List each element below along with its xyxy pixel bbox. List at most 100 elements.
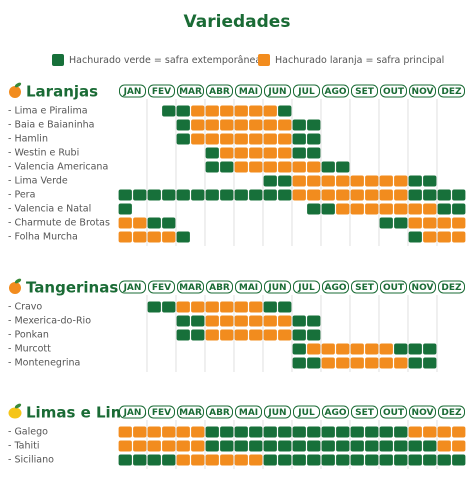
- season-cell: [350, 440, 364, 452]
- season-cell: [379, 175, 393, 187]
- season-cell: [307, 343, 321, 355]
- month-pill: [438, 405, 465, 419]
- lemon-icon: [8, 407, 22, 419]
- season-cell: [133, 189, 147, 201]
- month-label: OUT: [383, 87, 405, 97]
- season-cell: [205, 315, 219, 327]
- season-cell: [350, 343, 364, 355]
- season-cell: [365, 357, 379, 369]
- month-pill: [148, 280, 175, 294]
- season-cell: [205, 119, 219, 131]
- season-cell: [452, 440, 466, 452]
- season-cell: [278, 189, 292, 201]
- month-pill: [119, 405, 146, 419]
- season-cell: [249, 454, 263, 466]
- season-cell: [321, 440, 335, 452]
- season-cell: [278, 315, 292, 327]
- month-label: OUT: [383, 408, 405, 418]
- season-cell: [336, 203, 350, 215]
- month-pill: [293, 405, 320, 419]
- month-label: MAR: [179, 283, 202, 293]
- month-pill: [380, 280, 407, 294]
- season-cell: [350, 357, 364, 369]
- season-cell: [249, 301, 263, 313]
- row-label: - Valencia Americana: [8, 162, 108, 173]
- season-cell: [176, 105, 190, 117]
- season-cell: [191, 315, 205, 327]
- season-cell: [278, 426, 292, 438]
- month-pill: [438, 84, 465, 98]
- season-cell: [118, 189, 132, 201]
- season-cell: [205, 426, 219, 438]
- season-cell: [205, 189, 219, 201]
- season-cell: [220, 133, 234, 145]
- season-cell: [133, 440, 147, 452]
- month-pill: [351, 84, 378, 98]
- season-cell: [234, 440, 248, 452]
- season-cell: [220, 426, 234, 438]
- month-pill: [177, 84, 204, 98]
- row-label: - Murcott: [8, 344, 51, 355]
- season-cell: [249, 426, 263, 438]
- season-cell: [379, 454, 393, 466]
- season-cell: [249, 440, 263, 452]
- season-cell: [162, 426, 176, 438]
- season-cell: [118, 217, 132, 229]
- season-cell: [408, 189, 422, 201]
- month-label: JUL: [297, 408, 315, 418]
- season-cell: [133, 426, 147, 438]
- season-cell: [321, 426, 335, 438]
- season-cell: [263, 315, 277, 327]
- month-label: DEZ: [441, 408, 462, 418]
- row-label: - Westin e Rubi: [8, 148, 79, 159]
- month-pill: [206, 280, 233, 294]
- season-cell: [176, 133, 190, 145]
- season-cell: [147, 440, 161, 452]
- season-cell: [408, 203, 422, 215]
- season-cell: [292, 440, 306, 452]
- season-cell: [162, 440, 176, 452]
- season-cell: [307, 315, 321, 327]
- row-label: - Mexerica-do-Rio: [8, 316, 91, 327]
- season-cell: [176, 189, 190, 201]
- season-cell: [147, 454, 161, 466]
- season-cell: [437, 231, 451, 243]
- month-label: JUN: [267, 87, 286, 97]
- month-label: JUL: [297, 283, 315, 293]
- season-cell: [191, 133, 205, 145]
- season-cell: [452, 231, 466, 243]
- season-cell: [249, 329, 263, 341]
- season-cell: [365, 426, 379, 438]
- month-pill: [119, 84, 146, 98]
- season-cell: [249, 189, 263, 201]
- month-pill: [322, 405, 349, 419]
- month-label: JAN: [123, 408, 142, 418]
- season-cell: [147, 189, 161, 201]
- season-cell: [394, 189, 408, 201]
- month-label: MAI: [239, 408, 258, 418]
- season-cell: [205, 301, 219, 313]
- season-cell: [249, 147, 263, 159]
- season-cell: [205, 105, 219, 117]
- season-cell: [423, 426, 437, 438]
- season-cell: [191, 301, 205, 313]
- season-cell: [147, 426, 161, 438]
- season-cell: [423, 217, 437, 229]
- month-label: AGO: [324, 283, 346, 293]
- season-cell: [394, 175, 408, 187]
- season-cell: [336, 426, 350, 438]
- month-label: JAN: [123, 283, 142, 293]
- season-cell: [452, 454, 466, 466]
- month-label: FEV: [152, 408, 171, 418]
- season-cell: [336, 357, 350, 369]
- month-pill: [293, 280, 320, 294]
- title: Variedades: [184, 12, 291, 32]
- row-label: - Tahiti: [8, 441, 40, 452]
- season-cell: [263, 454, 277, 466]
- month-label: ABR: [209, 283, 230, 293]
- leaf-icon: [14, 403, 22, 409]
- season-cell: [220, 189, 234, 201]
- season-cell: [394, 203, 408, 215]
- season-cell: [234, 133, 248, 145]
- season-cell: [234, 189, 248, 201]
